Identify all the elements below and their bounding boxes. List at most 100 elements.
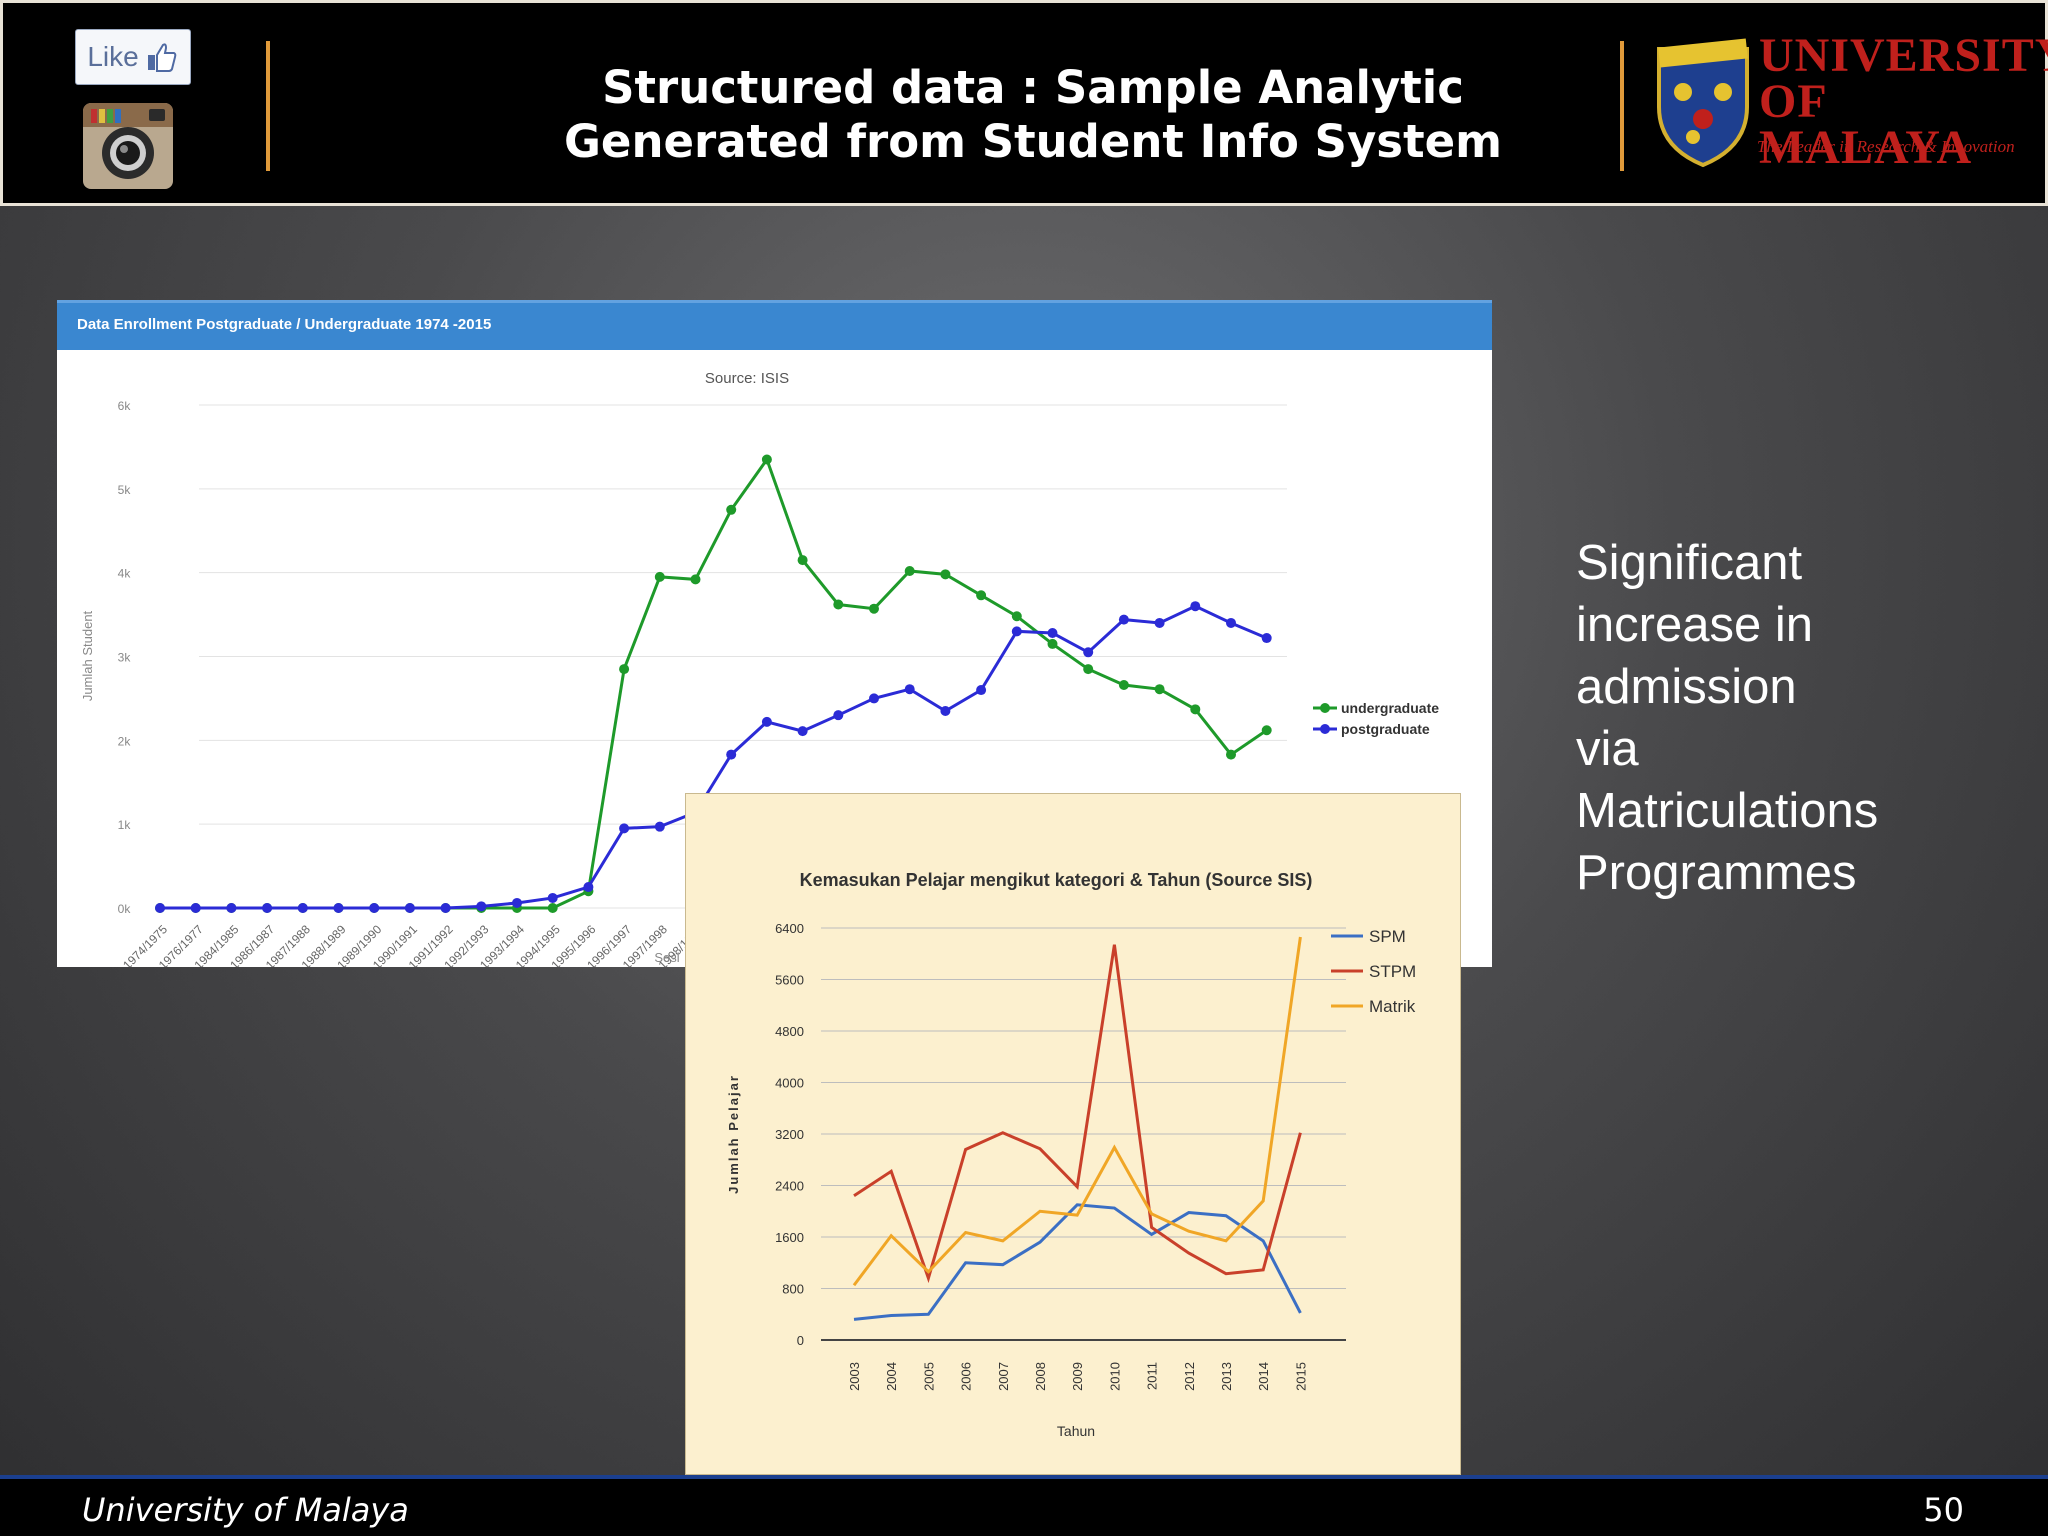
- data-point-postgraduate: [619, 823, 630, 834]
- y-tick-label: 5600: [775, 973, 804, 988]
- x-tick-label: 2006: [959, 1362, 974, 1391]
- data-point-postgraduate: [333, 903, 344, 913]
- title-line-1: Structured data : Sample Analytic: [602, 61, 1464, 114]
- data-point-postgraduate: [904, 684, 915, 695]
- y-tick-label: 4k: [118, 567, 132, 581]
- page-number: 50: [1923, 1491, 1964, 1529]
- title-line-2: Generated from Student Info System: [563, 115, 1502, 168]
- y-tick-label: 1k: [118, 818, 132, 832]
- y-tick-label: 5k: [118, 483, 132, 497]
- data-point-undergraduate: [1261, 725, 1272, 736]
- data-point-postgraduate: [1083, 647, 1094, 658]
- series-line-spm: [853, 1203, 1302, 1321]
- data-point-postgraduate: [297, 903, 308, 913]
- data-point-postgraduate: [797, 726, 808, 737]
- data-point-undergraduate: [1190, 704, 1201, 715]
- legend-label: postgraduate: [1341, 721, 1430, 737]
- logo-line-1: UNIVERSITY: [1759, 29, 2048, 82]
- legend-label: SPM: [1369, 927, 1406, 946]
- y-axis-label: Jumlah Pelajar: [726, 1074, 741, 1194]
- series-line-postgraduate: [160, 604, 1268, 910]
- university-logo-text: UNIVERSITY OF MALAYA: [1759, 29, 2048, 174]
- thumbs-up-icon: [147, 43, 177, 72]
- data-point-postgraduate: [940, 705, 951, 716]
- like-label: Like: [87, 41, 139, 72]
- data-point-postgraduate: [1047, 628, 1058, 639]
- x-tick-label: 2010: [1107, 1362, 1122, 1391]
- y-tick-label: 1600: [775, 1230, 804, 1245]
- data-point-undergraduate: [1226, 749, 1236, 760]
- y-axis-label: Jumlah Student: [80, 610, 95, 701]
- x-tick-label: 2013: [1219, 1362, 1234, 1391]
- x-tick-label: 2004: [884, 1362, 899, 1391]
- y-tick-label: 4800: [775, 1024, 804, 1039]
- data-point-undergraduate: [1154, 684, 1165, 695]
- data-point-undergraduate: [797, 555, 808, 566]
- data-point-postgraduate: [369, 903, 380, 913]
- like-button[interactable]: Like: [75, 29, 191, 85]
- data-point-postgraduate: [1118, 614, 1129, 625]
- y-tick-label: 6400: [775, 921, 804, 936]
- data-point-undergraduate: [833, 599, 844, 610]
- x-tick-label: 2012: [1182, 1362, 1197, 1391]
- x-tick-label: 2005: [921, 1362, 936, 1391]
- side-text-line: Matriculations: [1576, 784, 1879, 838]
- x-tick-label: 2009: [1070, 1362, 1085, 1391]
- university-crest-icon: [1657, 38, 1749, 168]
- legend-marker-postgraduate: [1320, 724, 1330, 734]
- series-line-matrik: [852, 936, 1302, 1287]
- data-point-postgraduate: [1226, 617, 1236, 628]
- data-point-undergraduate: [547, 903, 558, 913]
- data-point-postgraduate: [1154, 617, 1165, 628]
- slide-title: Structured data : Sample Analytic Genera…: [563, 61, 1503, 169]
- side-text-line: Significant: [1576, 536, 1803, 590]
- x-tick-label: 2007: [996, 1362, 1011, 1391]
- data-point-postgraduate: [654, 821, 665, 832]
- y-tick-label: 6k: [118, 399, 132, 413]
- side-text-line: via: [1576, 722, 1639, 776]
- header-divider-left: [266, 41, 270, 171]
- logo-line-2: OF MALAYA: [1759, 75, 1973, 174]
- data-point-postgraduate: [761, 716, 772, 727]
- data-point-undergraduate: [940, 569, 951, 580]
- data-point-postgraduate: [833, 710, 844, 721]
- legend-label: Matrik: [1369, 997, 1416, 1016]
- chart-subtitle: Source: ISIS: [705, 370, 789, 387]
- x-axis-label: Tahun: [1057, 1423, 1095, 1439]
- x-tick-label: 2008: [1033, 1362, 1048, 1391]
- enrollment-panel-title: Data Enrollment Postgraduate / Undergrad…: [77, 316, 492, 333]
- data-point-postgraduate: [155, 903, 165, 913]
- header-divider-right: [1620, 41, 1624, 171]
- data-point-undergraduate: [619, 664, 630, 675]
- university-tagline: The Leader in Research & Innovation: [1757, 137, 2015, 156]
- side-text-line: Programmes: [1576, 846, 1857, 900]
- admission-chart-panel: Kemasukan Pelajar mengikut kategori & Ta…: [685, 793, 1461, 1475]
- x-tick-label: 2015: [1293, 1362, 1308, 1391]
- slide-header: Like Structured data : Sample Analytic G…: [0, 0, 2048, 206]
- data-point-undergraduate: [1011, 611, 1022, 622]
- data-point-postgraduate: [1261, 633, 1272, 644]
- data-point-postgraduate: [1190, 601, 1201, 612]
- data-point-postgraduate: [476, 901, 487, 912]
- x-tick-label: 2014: [1256, 1362, 1271, 1391]
- y-tick-label: 3200: [775, 1127, 804, 1142]
- y-tick-label: 800: [782, 1282, 804, 1297]
- data-point-postgraduate: [869, 693, 879, 704]
- footer-institution: University of Malaya: [82, 1491, 409, 1529]
- data-point-postgraduate: [1011, 626, 1022, 637]
- data-point-postgraduate: [440, 903, 451, 913]
- chart-title: Kemasukan Pelajar mengikut kategori & Ta…: [800, 870, 1313, 890]
- data-point-postgraduate: [404, 903, 415, 913]
- data-point-postgraduate: [512, 897, 522, 908]
- y-tick-label: 0k: [118, 902, 132, 916]
- data-point-undergraduate: [761, 454, 772, 465]
- data-point-undergraduate: [904, 565, 915, 576]
- y-tick-label: 2400: [775, 1179, 804, 1194]
- slide-footer: University of Malaya 50: [0, 1475, 2048, 1536]
- data-point-postgraduate: [547, 892, 558, 903]
- enrollment-panel-header: Data Enrollment Postgraduate / Undergrad…: [57, 300, 1492, 350]
- data-point-undergraduate: [1083, 664, 1094, 675]
- data-point-undergraduate: [1118, 680, 1129, 691]
- data-point-postgraduate: [726, 749, 737, 760]
- instagram-icon[interactable]: [83, 103, 173, 189]
